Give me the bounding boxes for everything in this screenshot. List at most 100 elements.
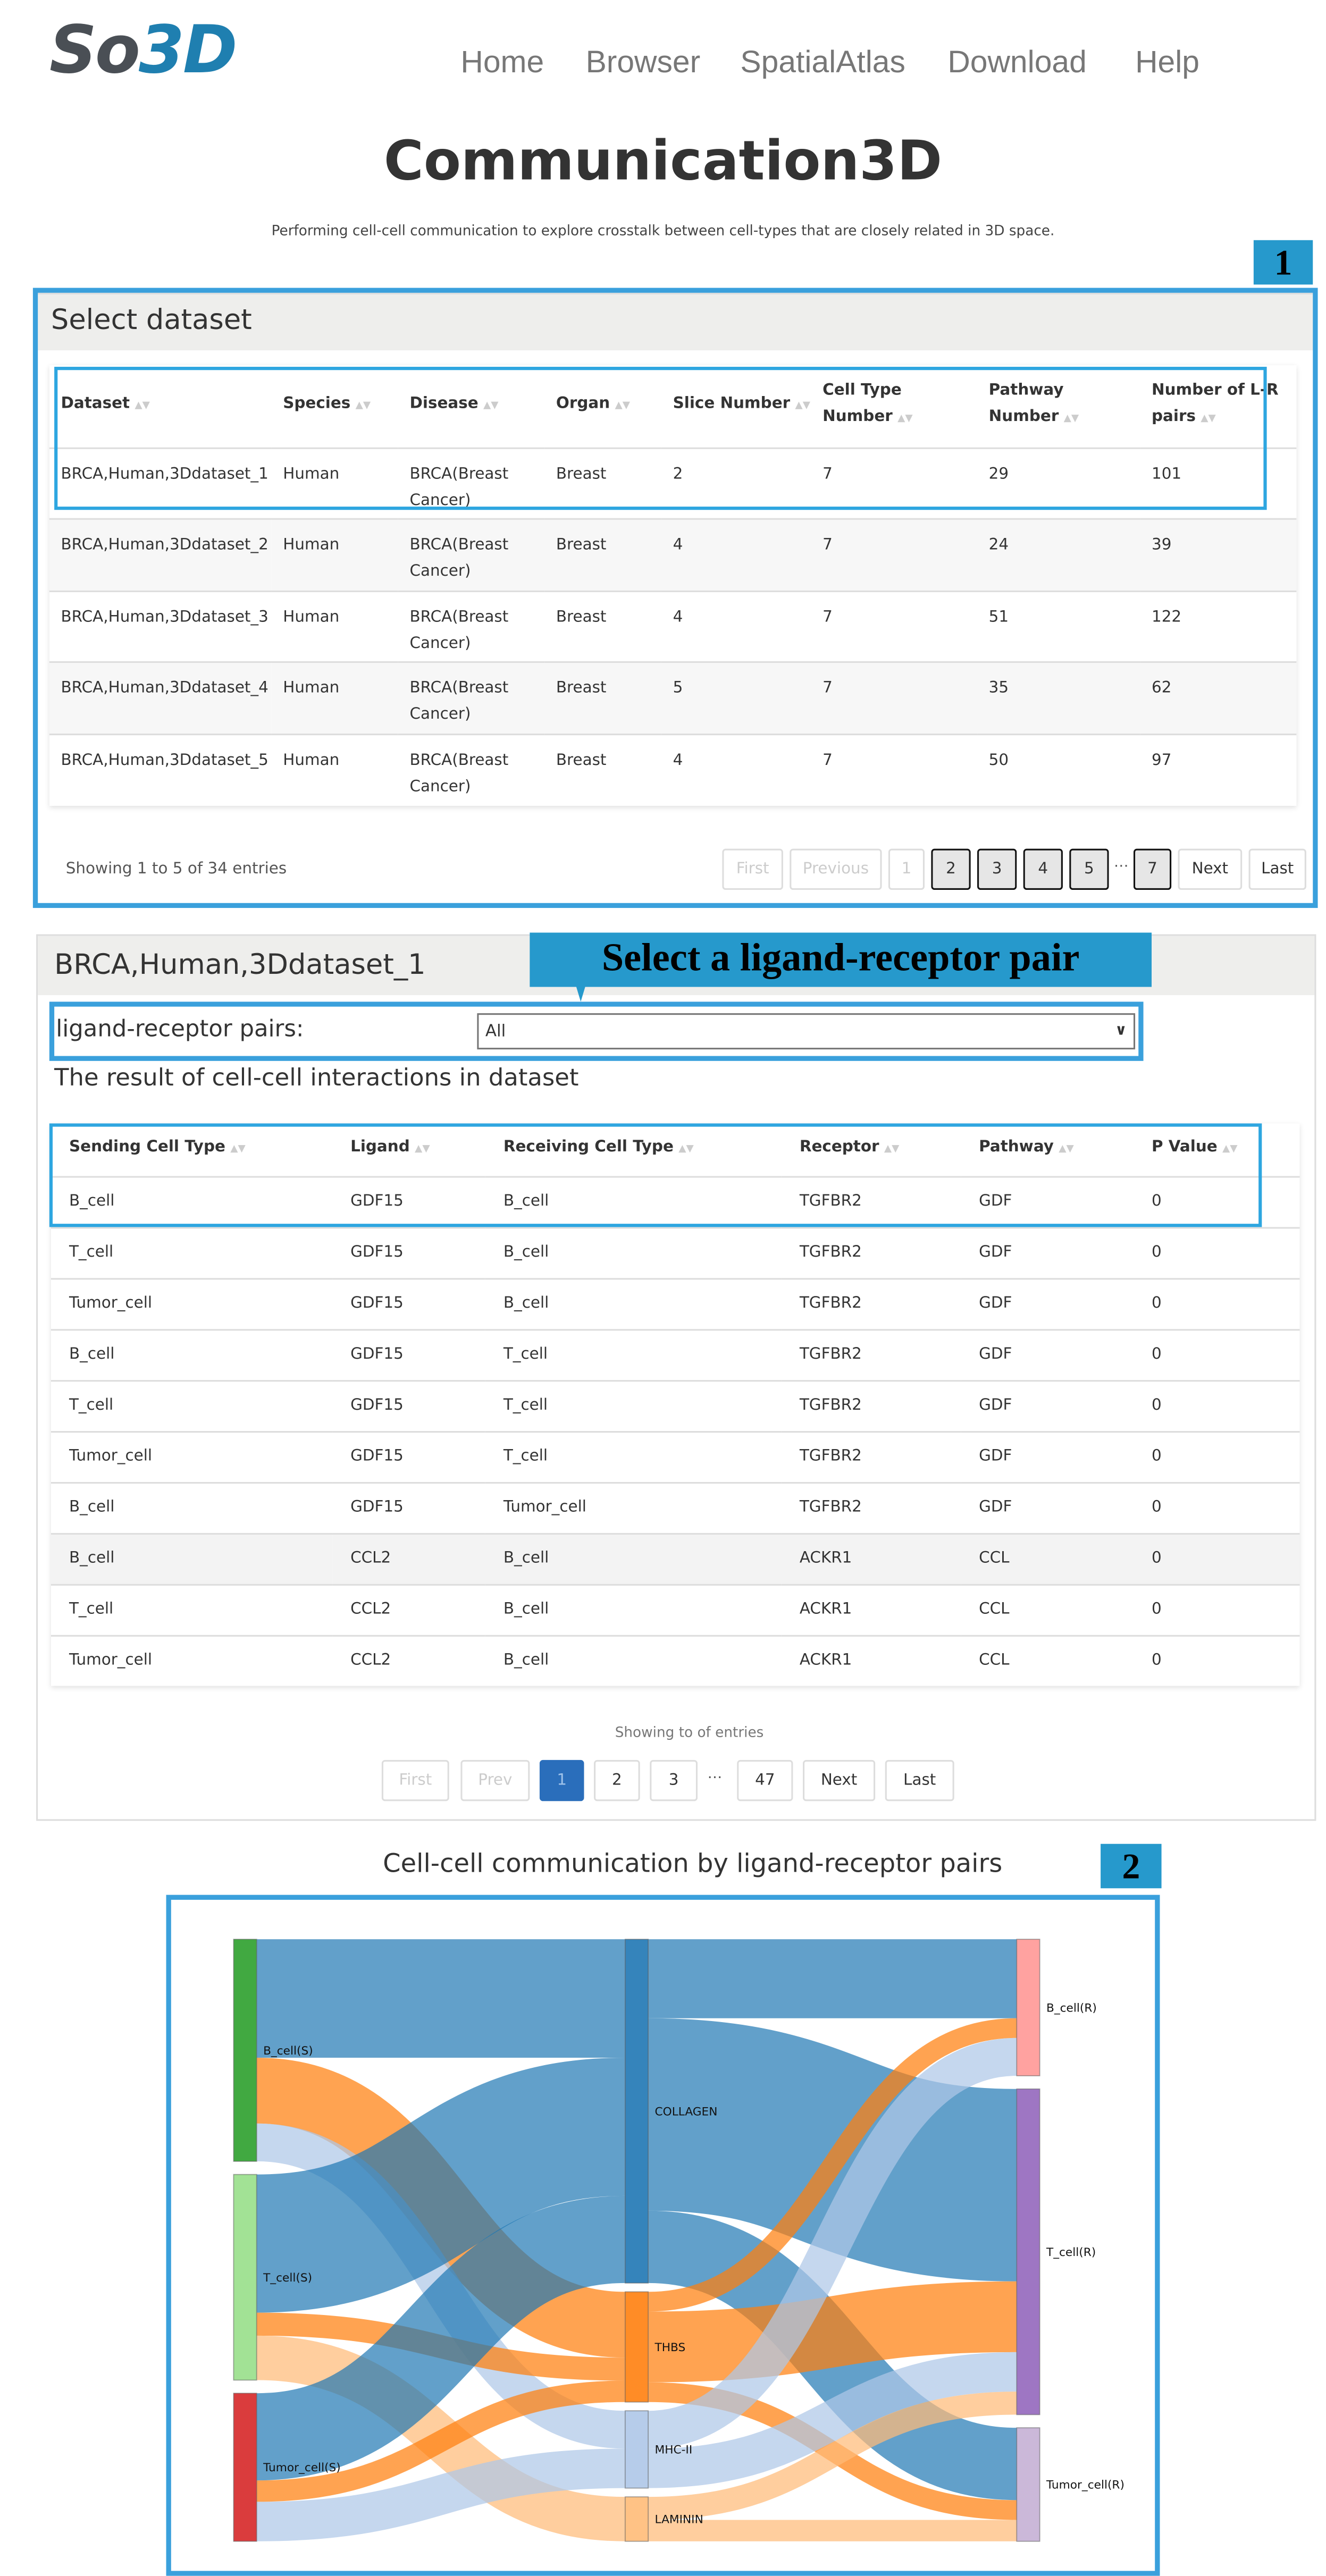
page-4-button[interactable]: 4 [1023, 848, 1063, 890]
sort-icon[interactable]: ▲▼ [678, 1143, 694, 1155]
sort-icon[interactable]: ▲▼ [795, 400, 810, 412]
column-header-label: Number of L-R pairs [1152, 382, 1279, 427]
sankey-node-t-cell-r[interactable] [1016, 2088, 1040, 2415]
table-row[interactable]: T_cell GDF15 T_cell TGFBR2 GDF 0 [51, 1379, 1300, 1432]
sankey-link-thbs-to-b-cell-r-[interactable] [648, 2018, 1017, 2312]
column-header[interactable]: Dataset ▲▼ [49, 365, 272, 449]
lr-select-value: All [485, 1022, 506, 1041]
sankey-node-tumor-cell-r[interactable] [1016, 2427, 1040, 2542]
sankey-node-thbs[interactable] [624, 2291, 649, 2403]
sankey-link-t-cell-s--to-collagen[interactable] [255, 2057, 626, 2313]
table-row[interactable]: T_cell CCL2 B_cell ACKR1 CCL 0 [51, 1583, 1300, 1635]
page-3-button[interactable]: 3 [977, 848, 1017, 890]
page-3-button[interactable]: 3 [650, 1760, 698, 1801]
sankey-link-tumor-cell-s--to-mhc-ii[interactable] [256, 2448, 625, 2541]
sort-icon[interactable]: ▲▼ [884, 1143, 900, 1155]
sort-icon[interactable]: ▲▼ [415, 1143, 430, 1155]
so3d-logo[interactable]: So3D [49, 13, 238, 89]
column-header[interactable]: Number of L-R pairs ▲▼ [1140, 365, 1297, 449]
first-page-button[interactable]: First [381, 1760, 449, 1801]
nav-spatialatlas[interactable]: SpatialAtlas [740, 46, 905, 81]
sankey-link-laminin-to-t-cell-r-[interactable] [648, 2392, 1017, 2520]
sankey-node-tumor-cell-s[interactable] [233, 2393, 257, 2542]
sort-icon[interactable]: ▲▼ [897, 413, 913, 425]
column-header[interactable]: Ligand ▲▼ [332, 1123, 485, 1177]
table-row[interactable]: B_cell GDF15 Tumor_cell TGFBR2 GDF 0 [51, 1481, 1300, 1533]
sort-icon[interactable]: ▲▼ [615, 400, 631, 412]
previous-page-button[interactable]: Previous [790, 848, 882, 890]
table-row[interactable]: BRCA,Human,3Ddataset_3 Human BRCA(Breast C… [49, 590, 1297, 662]
prev-page-button[interactable]: Prev [460, 1760, 530, 1801]
sankey-node-label-laminin: LAMININ [655, 2513, 703, 2527]
table-row[interactable]: BRCA,Human,3Ddataset_5 Human BRCA(Breast C… [49, 733, 1297, 805]
page-7-button[interactable]: 7 [1133, 848, 1172, 890]
nav-help[interactable]: Help [1135, 46, 1199, 81]
sort-icon[interactable]: ▲▼ [230, 1143, 246, 1155]
column-header[interactable]: Pathway Number ▲▼ [977, 365, 1140, 449]
sort-icon[interactable]: ▲▼ [1059, 1143, 1074, 1155]
last-page-button[interactable]: Last [885, 1760, 954, 1801]
page-2-button[interactable]: 2 [931, 848, 971, 890]
sort-icon[interactable]: ▲▼ [355, 400, 371, 412]
table-row[interactable]: BRCA,Human,3Ddataset_2 Human BRCA(Breast C… [49, 518, 1297, 591]
sankey-node-label-tumor-cell-s: Tumor_cell(S) [263, 2461, 341, 2474]
sankey-link-tumor-cell-s--to-thbs[interactable] [256, 2380, 625, 2502]
sort-icon[interactable]: ▲▼ [135, 400, 150, 412]
table-row[interactable]: Tumor_cell GDF15 T_cell TGFBR2 GDF 0 [51, 1430, 1300, 1482]
column-header[interactable]: Disease ▲▼ [398, 365, 545, 449]
table-row[interactable]: Tumor_cell GDF15 B_cell TGFBR2 GDF 0 [51, 1277, 1300, 1329]
table-row[interactable]: T_cell GDF15 B_cell TGFBR2 GDF 0 [51, 1226, 1300, 1278]
sankey-node-b-cell-r[interactable] [1016, 1939, 1040, 2076]
column-header[interactable]: P Value ▲▼ [1133, 1123, 1300, 1177]
table-cell: Breast [544, 733, 661, 805]
last-page-button[interactable]: Last [1248, 848, 1306, 890]
first-page-button[interactable]: First [722, 848, 783, 890]
sankey-node-collagen[interactable] [624, 1939, 649, 2284]
nav-browser[interactable]: Browser [585, 46, 701, 81]
table-row[interactable]: BRCA,Human,3Ddataset_4 Human BRCA(Breast C… [49, 661, 1297, 734]
column-header[interactable]: Species ▲▼ [271, 365, 398, 449]
page-1-button[interactable]: 1 [539, 1760, 584, 1801]
table-cell: CCL [961, 1583, 1134, 1635]
nav-home[interactable]: Home [460, 46, 544, 81]
sankey-link-mhc-ii-to-b-cell-r-[interactable] [648, 2038, 1018, 2449]
column-header[interactable]: Organ ▲▼ [544, 365, 661, 449]
sort-icon[interactable]: ▲▼ [1222, 1143, 1238, 1155]
column-header[interactable]: Sending Cell Type ▲▼ [51, 1123, 333, 1177]
sankey-node-laminin[interactable] [624, 2496, 649, 2542]
nav-download[interactable]: Download [947, 46, 1087, 81]
next-page-button[interactable]: Next [803, 1760, 876, 1801]
column-header[interactable]: Pathway ▲▼ [961, 1123, 1134, 1177]
column-header[interactable]: Slice Number ▲▼ [661, 365, 811, 449]
sankey-link-thbs-to-t-cell-r-[interactable] [648, 2281, 1017, 2383]
table-row[interactable]: B_cell GDF15 B_cell TGFBR2 GDF 0 [51, 1175, 1300, 1227]
next-page-button[interactable]: Next [1178, 848, 1243, 890]
page-2-button[interactable]: 2 [594, 1760, 640, 1801]
table-cell: Breast [544, 518, 661, 591]
sankey-link-mhc-ii-to-t-cell-r-[interactable] [648, 2352, 1017, 2488]
table-cell: B_cell [485, 1277, 782, 1329]
table-row[interactable]: B_cell GDF15 T_cell TGFBR2 GDF 0 [51, 1328, 1300, 1380]
sankey-node-t-cell-s[interactable] [233, 2174, 257, 2381]
lr-pair-select[interactable]: All ∨ [477, 1013, 1136, 1050]
table-cell: B_cell [485, 1532, 782, 1584]
column-header[interactable]: Receiving Cell Type ▲▼ [485, 1123, 782, 1177]
table-cell: 0 [1133, 1634, 1300, 1686]
page-5-button[interactable]: 5 [1069, 848, 1109, 890]
sankey-node-label-tumor-cell-r: Tumor_cell(R) [1046, 2479, 1124, 2492]
sort-icon[interactable]: ▲▼ [483, 400, 499, 412]
table-row[interactable]: B_cell CCL2 B_cell ACKR1 CCL 0 [51, 1532, 1300, 1584]
sankey-node-mhc-ii[interactable] [624, 2410, 649, 2489]
column-header[interactable]: Receptor ▲▼ [781, 1123, 961, 1177]
callout-1: 1 [1253, 240, 1313, 285]
table-row[interactable]: Tumor_cell CCL2 B_cell ACKR1 CCL 0 [51, 1634, 1300, 1686]
page-1-button[interactable]: 1 [888, 848, 925, 890]
page-47-button[interactable]: 47 [737, 1760, 793, 1801]
table-cell: TGFBR2 [781, 1277, 961, 1329]
sort-icon[interactable]: ▲▼ [1201, 413, 1216, 425]
sankey-node-b-cell-s[interactable] [233, 1939, 257, 2162]
table-cell: TGFBR2 [781, 1175, 961, 1227]
sankey-link-tumor-cell-s--to-collagen[interactable] [255, 2195, 626, 2481]
column-header[interactable]: Cell Type Number ▲▼ [811, 365, 978, 449]
sort-icon[interactable]: ▲▼ [1063, 413, 1079, 425]
